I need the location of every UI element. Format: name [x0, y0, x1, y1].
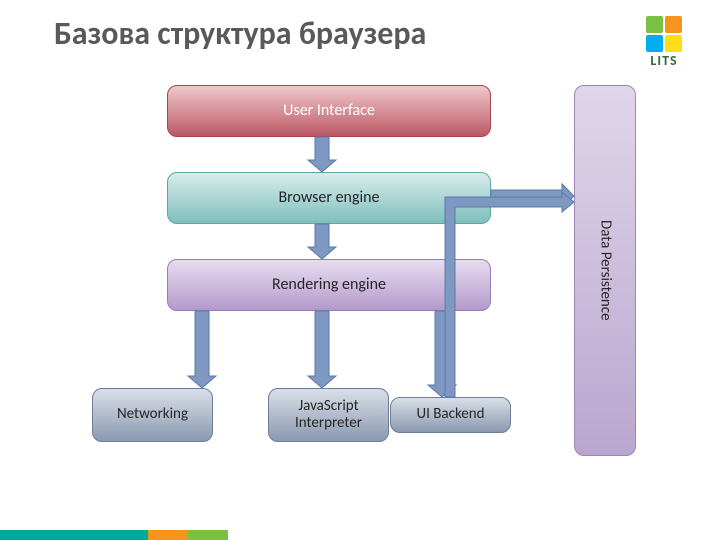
node-rendering-engine: Rendering engine: [167, 259, 491, 311]
logo-cell: [665, 35, 682, 52]
logo-cell: [646, 16, 663, 33]
lits-logo-text: LITS: [646, 52, 682, 69]
node-label: Rendering engine: [272, 276, 386, 294]
footer-segment: [0, 530, 148, 540]
logo-cell: [665, 16, 682, 33]
slide: Базова структура браузера LITS User Inte…: [0, 0, 720, 540]
node-js-interpreter: JavaScript Interpreter: [268, 388, 389, 442]
node-networking: Networking: [92, 388, 213, 442]
slide-title: Базова структура браузера: [54, 14, 426, 53]
footer-bar: [0, 530, 228, 540]
logo-cell: [646, 35, 663, 52]
node-label: Data Persistence: [596, 220, 613, 321]
node-browser-engine: Browser engine: [167, 172, 491, 224]
footer-segment: [188, 530, 228, 540]
node-label: Networking: [117, 406, 188, 423]
node-label: Browser engine: [278, 189, 379, 207]
node-user-interface: User Interface: [167, 85, 491, 137]
node-label: JavaScript Interpreter: [295, 398, 362, 433]
node-label: User Interface: [283, 102, 375, 120]
node-data-persistence: Data Persistence: [574, 85, 636, 456]
lits-logo: LITS: [646, 16, 682, 69]
footer-segment: [148, 530, 188, 540]
lits-logo-grid: [646, 16, 682, 52]
node-label: UI Backend: [416, 406, 484, 423]
node-ui-backend: UI Backend: [390, 397, 511, 433]
